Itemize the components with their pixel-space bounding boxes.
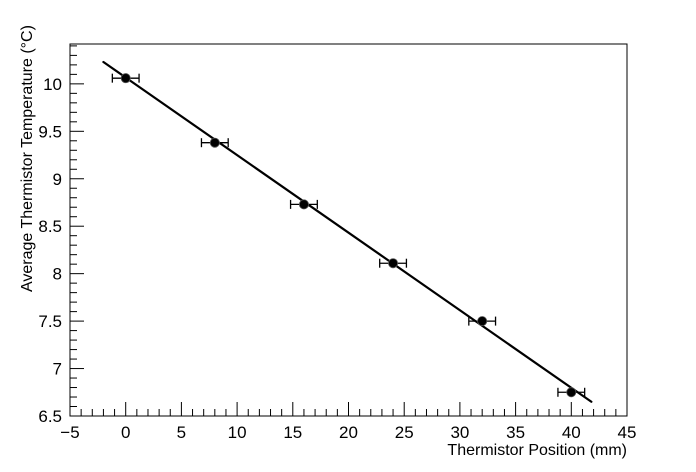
- plot-frame: [69, 43, 628, 417]
- x-tick-label: 10: [228, 423, 247, 442]
- data-point-marker: [120, 73, 131, 84]
- y-tick-label: 7.5: [38, 312, 62, 331]
- x-tick-label: 5: [177, 423, 186, 442]
- x-tick-label: 25: [395, 423, 414, 442]
- x-tick-label: 40: [562, 423, 581, 442]
- y-axis-title: Average Thermistor Temperature (°C): [19, 25, 36, 292]
- x-tick-label: 35: [506, 423, 525, 442]
- y-tick-label: 10: [43, 75, 62, 94]
- y-tick-label: 8.5: [38, 217, 62, 236]
- data-point-marker: [209, 137, 220, 148]
- x-tick-label: 15: [283, 423, 302, 442]
- x-tick-label: 20: [339, 423, 358, 442]
- data-point-marker: [477, 316, 488, 327]
- x-axis-title: Thermistor Position (mm): [447, 442, 627, 459]
- y-tick-label: 7: [53, 360, 62, 379]
- data-point-marker: [298, 199, 309, 210]
- y-tick-label: 9.5: [38, 122, 62, 141]
- fit-line: [102, 60, 593, 403]
- y-tick-label: 6.5: [38, 407, 62, 426]
- x-tick-label: 0: [121, 423, 130, 442]
- y-tick-label: 9: [53, 170, 62, 189]
- x-tick-label: 30: [450, 423, 469, 442]
- data-point-marker: [566, 387, 577, 398]
- y-tick-label: 8: [53, 265, 62, 284]
- plot-area: −5 0 5 10 15 20 25 30 35 40 45 6.5 7 7.5 8 8.5 9 9.5 10: [38, 43, 637, 442]
- x-tick-label: 45: [618, 423, 637, 442]
- data-point-marker: [388, 258, 399, 269]
- x-tick-label: −5: [60, 423, 79, 442]
